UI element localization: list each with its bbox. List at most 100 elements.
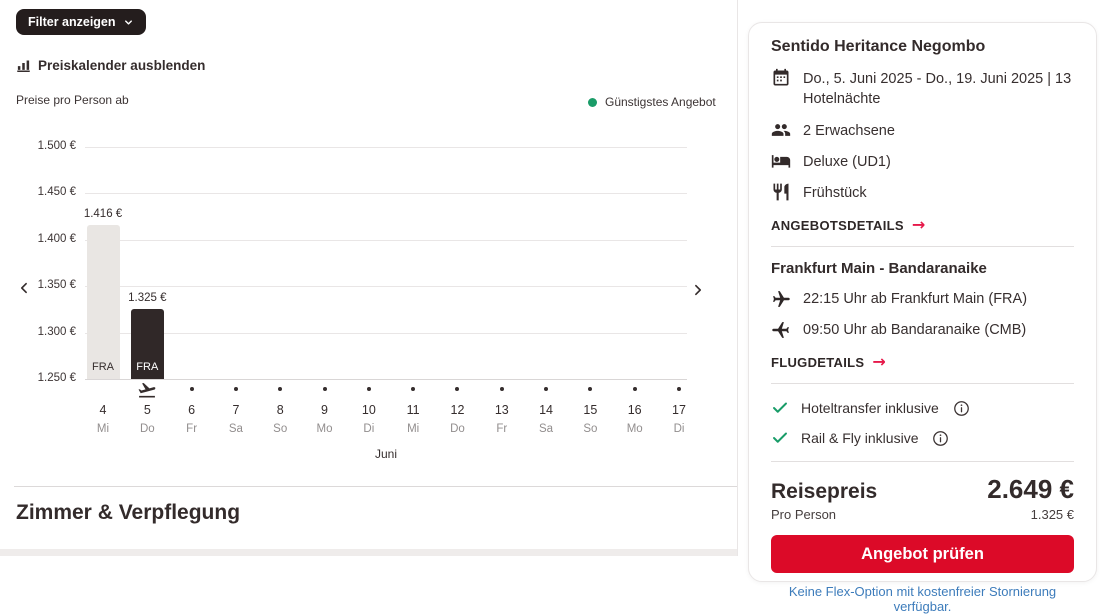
bar-price-label: 1.416 € [83, 207, 123, 220]
chart-subtitle: Preise pro Person ab [16, 93, 129, 107]
arrow-right-icon: → [872, 352, 887, 372]
price-bar-day-4[interactable] [86, 224, 120, 379]
outbound-flight-text: 22:15 Uhr ab Frankfurt Main (FRA) [803, 291, 1028, 308]
flight-route: Frankfurt Main - Bandaranaike [771, 260, 987, 278]
day-dot-marker [366, 387, 371, 391]
x-day-label: 11 [406, 403, 420, 417]
x-day-label: 17 [672, 403, 686, 417]
x-weekday-label: Mi [407, 423, 420, 435]
bar-airport-label: FRA [92, 361, 114, 373]
total-price: 2.649 € [987, 474, 1074, 505]
calendar-next-button[interactable] [687, 278, 708, 302]
x-day-label: 5 [143, 403, 151, 417]
price-calendar-chart: 1.250 € 1.300 € 1.350 € 1.400 € 1.450 € 1.500… [0, 110, 738, 470]
y-gridline [85, 147, 687, 148]
x-weekday-label: Di [673, 423, 685, 435]
card-divider [771, 461, 1074, 463]
return-flight-text: 09:50 Uhr ab Bandaranaike (CMB) [803, 322, 1027, 339]
travelers-text: 2 Erwachsene [803, 122, 895, 139]
y-tick-label: 1.350 € [37, 279, 76, 292]
day-dot-marker [411, 387, 416, 391]
hotel-transfer-row: Hoteltransfer inklusive [771, 399, 1074, 417]
x-weekday-label: Mo [316, 423, 333, 435]
y-tick-label: 1.450 € [37, 186, 76, 199]
price-label: Reisepreis [771, 480, 878, 504]
info-icon[interactable] [953, 400, 970, 417]
x-day-label: 13 [494, 403, 509, 417]
x-weekday-label: So [273, 423, 288, 435]
check-offer-button[interactable]: Angebot prüfen [771, 535, 1074, 574]
flight-arrival-icon [771, 320, 791, 340]
flight-details-label: FLUGDETAILS [771, 354, 865, 370]
x-day-label: 8 [276, 403, 284, 417]
per-person-row: Pro Person 1.325 € [771, 507, 1074, 522]
filter-toggle-button[interactable]: Filter anzeigen [16, 9, 146, 35]
legend-label: Günstigstes Angebot [605, 95, 716, 109]
day-dot-marker [588, 387, 593, 391]
column-separator [737, 0, 738, 556]
outbound-flight-row: 22:15 Uhr ab Frankfurt Main (FRA) [771, 289, 1074, 309]
calendar-prev-button[interactable] [14, 276, 35, 300]
flight-takeoff-icon [137, 380, 157, 400]
travelers-row: 2 Erwachsene [771, 121, 1074, 141]
price-calendar-toggle[interactable]: Preiskalender ausblenden [16, 58, 205, 73]
flex-option-link[interactable]: Keine Flex-Option mit kostenfreier Storn… [788, 584, 1057, 614]
price-calendar-toggle-label: Preiskalender ausblenden [38, 58, 206, 73]
y-tick-label: 1.500 € [37, 140, 76, 152]
per-person-label: Pro Person [771, 507, 837, 523]
info-icon[interactable] [932, 430, 949, 447]
x-day-label: 14 [539, 403, 554, 417]
price-calendar-panel: Filter anzeigen Preiskalender ausblenden… [0, 9, 738, 556]
cutlery-icon [771, 182, 791, 202]
rail-fly-text: Rail & Fly inklusive [801, 430, 919, 447]
day-dot-marker [632, 387, 637, 391]
x-weekday-label: Mi [96, 423, 110, 435]
x-weekday-label: Di [363, 423, 375, 435]
room-text: Deluxe (UD1) [803, 153, 891, 170]
flight-details-link[interactable]: FLUGDETAILS → [771, 354, 1074, 370]
x-day-label: 7 [232, 403, 240, 417]
day-dot-marker [189, 387, 194, 391]
offer-details-label: ANGEBOTSDETAILS [771, 217, 904, 233]
check-icon [771, 429, 789, 447]
hotel-name: Sentido Heritance Negombo [771, 38, 986, 55]
booking-summary-card: Sentido Heritance Negombo Do., 5. Juni 2… [748, 22, 1097, 614]
y-gridline [85, 239, 687, 241]
x-day-label: 6 [188, 403, 196, 417]
y-tick-label: 1.400 € [37, 232, 76, 245]
chevron-left-icon [20, 282, 27, 294]
x-weekday-label: Do [450, 423, 465, 435]
y-tick-label: 1.250 € [37, 372, 76, 384]
price-bar-day-5[interactable] [130, 309, 164, 379]
day-dot-marker [322, 387, 327, 391]
x-day-label: 10 [361, 403, 376, 417]
offer-details-link[interactable]: ANGEBOTSDETAILS → [771, 217, 1074, 233]
section-heading: Zimmer & Verpflegung [16, 501, 241, 524]
room-row: Deluxe (UD1) [771, 152, 1074, 172]
filter-button-label: Filter anzeigen [28, 15, 116, 29]
travel-dates-row: Do., 5. Juni 2025 - Do., 19. Juni 2025 |… [771, 68, 1074, 110]
y-gridline [85, 332, 687, 334]
calendar-icon [771, 68, 791, 88]
rail-fly-row: Rail & Fly inklusive [771, 429, 1074, 447]
x-weekday-label: Sa [539, 423, 554, 435]
day-dot-marker [499, 387, 504, 391]
next-section-edge [0, 549, 738, 556]
x-day-label: 4 [99, 403, 107, 417]
x-day-label: 15 [583, 403, 598, 417]
y-tick-label: 1.300 € [37, 325, 76, 338]
card-divider [771, 246, 1074, 248]
day-dot-marker [677, 387, 681, 391]
y-gridline [85, 379, 687, 380]
total-price-row: Reisepreis 2.649 € [771, 474, 1074, 505]
meal-text: Frühstück [803, 185, 867, 202]
section-divider [14, 486, 737, 487]
per-person-price: 1.325 € [1030, 507, 1074, 523]
x-day-label: 12 [450, 403, 465, 417]
card-divider [771, 383, 1074, 385]
x-weekday-label: So [583, 423, 598, 435]
x-weekday-label: Fr [186, 423, 198, 435]
chevron-right-icon [695, 284, 702, 296]
bed-icon [771, 151, 791, 171]
return-flight-row: 09:50 Uhr ab Bandaranaike (CMB) [771, 320, 1074, 340]
